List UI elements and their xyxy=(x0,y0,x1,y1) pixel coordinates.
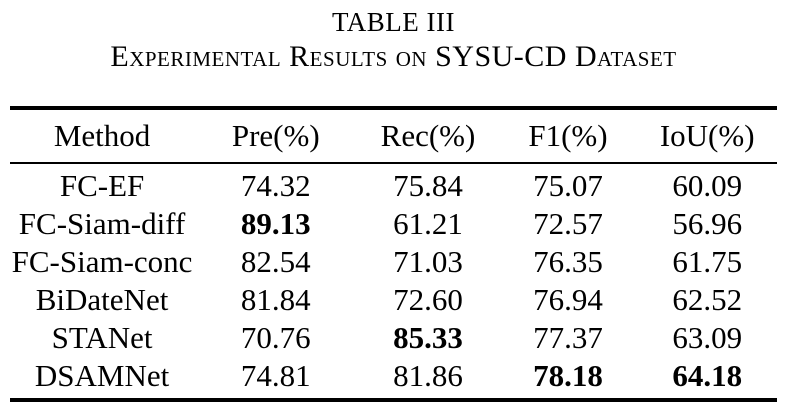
value-cell: 61.75 xyxy=(672,244,743,279)
value-cell: 81.86 xyxy=(393,358,463,393)
table-row: FC-Siam-conc 82.54 71.03 76.35 61.75 xyxy=(10,243,777,281)
method-cell: STANet xyxy=(51,320,153,355)
value-cell: 74.32 xyxy=(240,168,311,203)
value-cell: 81.84 xyxy=(240,282,311,317)
value-cell: 72.60 xyxy=(393,282,463,317)
value-cell: 62.52 xyxy=(672,282,743,317)
column-header-iou: IoU(%) xyxy=(637,108,777,164)
value-cell: 74.81 xyxy=(240,358,311,393)
table-caption-number: TABLE III xyxy=(331,7,456,37)
value-cell: 64.18 xyxy=(672,358,743,393)
table-header: Method Pre(%) Rec(%) F1(%) IoU(%) xyxy=(10,108,777,164)
value-cell: 61.21 xyxy=(393,206,463,241)
results-table: Method Pre(%) Rec(%) F1(%) IoU(%) FC-EF 7… xyxy=(10,106,777,402)
value-cell: 56.96 xyxy=(672,206,743,241)
table-body: FC-EF 74.32 75.84 75.07 60.09 FC-Siam-diff 89.… xyxy=(10,163,777,400)
table-caption-subtitle: Experimental Results on SYSU-CD Dataset xyxy=(110,40,677,73)
table-caption: TABLE III Experimental Results on SYSU-C… xyxy=(0,0,787,75)
value-cell: 77.37 xyxy=(533,320,603,355)
column-header-precision: Pre(%) xyxy=(194,108,358,164)
method-cell: DSAMNet xyxy=(34,358,170,393)
table-row: BiDateNet 81.84 72.60 76.94 62.52 xyxy=(10,281,777,319)
value-cell: 76.35 xyxy=(533,244,603,279)
method-cell: FC-EF xyxy=(59,168,145,203)
value-cell: 71.03 xyxy=(393,244,463,279)
table-row: FC-EF 74.32 75.84 75.07 60.09 xyxy=(10,163,777,205)
value-cell: 78.18 xyxy=(533,358,603,393)
value-cell: 63.09 xyxy=(672,320,743,355)
header-row: Method Pre(%) Rec(%) F1(%) IoU(%) xyxy=(10,108,777,164)
value-cell: 75.84 xyxy=(393,168,463,203)
value-cell: 76.94 xyxy=(533,282,603,317)
value-cell: 82.54 xyxy=(240,244,311,279)
table-row: STANet 70.76 85.33 77.37 63.09 xyxy=(10,319,777,357)
column-header-recall: Rec(%) xyxy=(357,108,499,164)
value-cell: 85.33 xyxy=(393,320,463,355)
value-cell: 89.13 xyxy=(240,206,311,241)
method-cell: FC-Siam-diff xyxy=(18,206,186,241)
column-header-method: Method xyxy=(10,108,195,164)
method-cell: FC-Siam-conc xyxy=(11,244,193,279)
table-row: DSAMNet 74.81 81.86 78.18 64.18 xyxy=(10,357,777,400)
value-cell: 70.76 xyxy=(240,320,311,355)
table-row: FC-Siam-diff 89.13 61.21 72.57 56.96 xyxy=(10,205,777,243)
column-header-f1: F1(%) xyxy=(498,108,638,164)
method-cell: BiDateNet xyxy=(35,282,169,317)
value-cell: 75.07 xyxy=(533,168,603,203)
value-cell: 72.57 xyxy=(533,206,603,241)
value-cell: 60.09 xyxy=(672,168,743,203)
